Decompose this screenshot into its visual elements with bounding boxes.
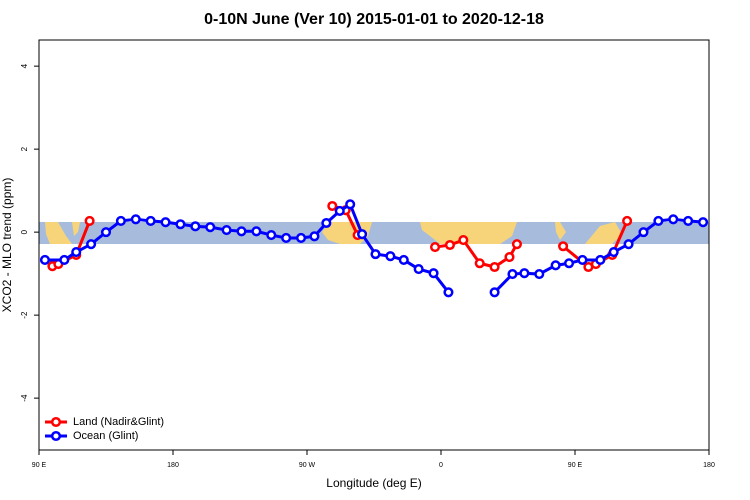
land-patch: [555, 222, 566, 240]
data-point: [251, 226, 262, 237]
data-point: [653, 215, 664, 226]
y-tick-label: 2: [20, 146, 29, 151]
chart-title: 0-10N June (Ver 10) 2015-01-01 to 2020-1…: [204, 11, 544, 28]
data-point: [668, 214, 679, 225]
data-point: [595, 254, 606, 265]
land-patch: [585, 222, 622, 244]
data-point: [281, 232, 292, 243]
x-tick-label: 0: [439, 462, 443, 469]
land-patch: [45, 222, 72, 244]
data-point: [175, 219, 186, 230]
data-point: [398, 254, 409, 265]
x-tick-label: 180: [167, 462, 179, 469]
data-point: [577, 254, 588, 265]
data-point: [59, 254, 70, 265]
data-point: [115, 215, 126, 226]
x-tick-label: 90 W: [299, 462, 316, 469]
data-point: [534, 268, 545, 280]
data-point: [489, 287, 500, 298]
data-point: [86, 239, 97, 250]
data-point: [345, 199, 356, 210]
data-point: [357, 229, 368, 240]
data-point: [458, 234, 469, 246]
data-point: [428, 268, 439, 279]
data-point: [71, 247, 82, 258]
data-point: [511, 239, 522, 250]
data-point: [489, 261, 500, 273]
y-tick-label: -2: [20, 311, 29, 319]
y-axis-label: XCO2 - MLO trend (ppm): [0, 178, 14, 313]
data-point: [683, 215, 694, 226]
land-patch: [72, 222, 80, 236]
data-point: [638, 227, 649, 238]
data-point: [370, 249, 381, 260]
data-point: [84, 215, 95, 226]
data-point: [190, 221, 201, 232]
data-point: [160, 217, 171, 228]
legend-marker: [50, 416, 62, 428]
data-point: [295, 232, 307, 243]
land-patch: [420, 222, 517, 244]
data-point: [221, 225, 232, 236]
data-point: [385, 251, 396, 262]
data-point: [145, 215, 156, 226]
series-line: [44, 202, 704, 294]
data-point: [519, 268, 530, 279]
legend-marker: [50, 430, 62, 442]
data-point: [623, 239, 634, 250]
plot-frame: [38, 39, 710, 451]
data-point: [39, 254, 51, 265]
data-point: [563, 258, 575, 269]
data-point: [504, 251, 515, 263]
map-background: [39, 222, 709, 244]
data-point: [309, 231, 320, 242]
data-point: [697, 217, 709, 228]
data-point: [321, 217, 332, 229]
data-point: [474, 258, 485, 269]
data-point: [550, 260, 561, 271]
x-tick-label: 90 E: [32, 462, 47, 469]
data-point: [507, 268, 518, 280]
data-point: [205, 222, 216, 233]
data-point: [608, 247, 619, 258]
y-tick-label: 0: [20, 229, 29, 234]
x-axis-label: Longitude (deg E): [326, 476, 421, 490]
y-tick-label: 4: [20, 63, 29, 68]
y-tick-label: -4: [20, 394, 29, 402]
data-point: [334, 205, 345, 217]
data-point: [622, 215, 633, 226]
x-tick-label: 90 E: [568, 462, 583, 469]
data-point: [130, 214, 141, 225]
data-point: [429, 242, 441, 253]
data-point: [266, 229, 277, 241]
data-point: [100, 227, 112, 238]
x-tick-label: 180: [703, 462, 715, 469]
legend-label: Ocean (Glint): [73, 430, 138, 442]
data-point: [443, 287, 454, 298]
data-point: [413, 264, 424, 275]
legend-label: Land (Nadir&Glint): [73, 416, 164, 428]
data-point: [236, 226, 247, 237]
data-point: [558, 241, 569, 252]
data-point: [444, 239, 455, 251]
data-point: [327, 200, 338, 212]
